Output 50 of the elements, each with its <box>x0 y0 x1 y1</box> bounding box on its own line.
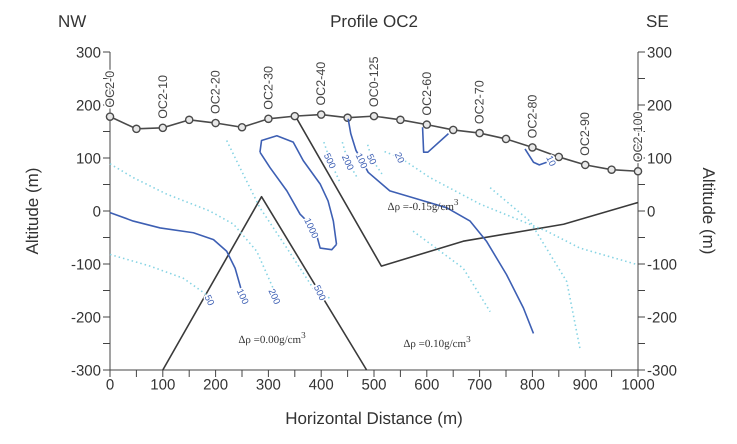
x-tick-label: 200 <box>203 376 228 394</box>
data-label: OC2-90 <box>578 112 592 156</box>
y2-tick-label: 300 <box>647 44 672 62</box>
y2-tick-label: -100 <box>647 256 678 274</box>
data-label: OC2-20 <box>208 70 223 114</box>
annotation: 200 <box>265 287 282 306</box>
annotation: 20 <box>392 150 406 166</box>
y-tick-label: 0 <box>92 203 101 220</box>
y-tick-label: -100 <box>70 256 101 274</box>
y2-tick-label: -300 <box>647 362 678 380</box>
x-axis-title: Horizontal Distance (m) <box>285 409 463 428</box>
data-label: OC2-80 <box>525 94 540 138</box>
y2-axis-title: Altitude (m) <box>698 168 718 254</box>
x-tick-label: 0 <box>106 376 114 394</box>
data-label: OC2-30 <box>261 66 276 110</box>
x-tick-label: 400 <box>308 376 334 394</box>
data-label: OC2-70 <box>472 80 487 124</box>
x-tick-label: 500 <box>361 376 387 394</box>
data-label: OC0-125 <box>367 56 381 108</box>
text: NW <box>58 12 86 32</box>
annotation: 500 <box>310 284 328 303</box>
y-axis-title: Altitude (m) <box>23 168 42 254</box>
x-tick-label: 600 <box>414 376 440 394</box>
annotation: 200 <box>338 153 356 172</box>
y2-tick-label: 0 <box>647 203 656 220</box>
annotation: Δρ =0.00g/cm$^{3}$ <box>238 330 306 346</box>
data-label: OC2-60 <box>420 72 434 116</box>
y2-tick-label: 100 <box>647 150 672 168</box>
y-tick-label: 200 <box>76 97 101 114</box>
y-tick-label: 100 <box>76 150 101 168</box>
y-tick-label: -300 <box>70 362 101 380</box>
x-tick-label: 100 <box>150 376 176 394</box>
data-label: OC2-10 <box>156 74 170 119</box>
annotation: 50 <box>202 293 216 308</box>
y2-tick-label: 200 <box>647 97 672 114</box>
data-label: OC2-40 <box>314 62 328 106</box>
x-tick-label: 300 <box>256 376 281 394</box>
x-tick-label: 800 <box>520 376 545 394</box>
y-tick-label: -200 <box>70 309 101 326</box>
chart-title: Profile OC2 <box>329 12 419 32</box>
annotation: Δρ =0.10g/cm$^{3}$ <box>403 334 471 350</box>
annotation: 10 <box>543 154 558 168</box>
y2-tick-label: -200 <box>647 309 678 326</box>
x-tick-label: 900 <box>572 376 598 394</box>
y-tick-label: 300 <box>76 44 101 62</box>
text: SE <box>646 12 669 32</box>
x-tick-label: 1000 <box>621 376 655 394</box>
annotation: 100 <box>234 287 250 306</box>
x-tick-label: 700 <box>467 376 492 394</box>
annotation: 500 <box>320 152 338 171</box>
